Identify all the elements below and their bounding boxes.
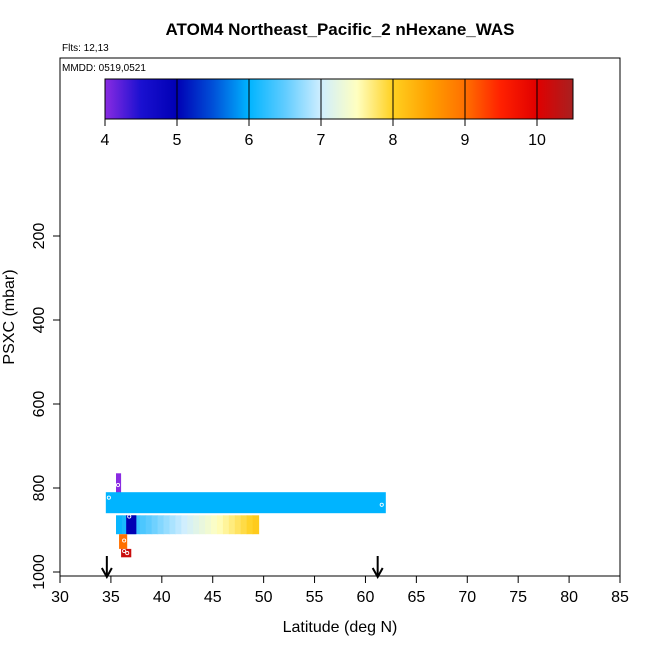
colorbar-tick-label: 8 xyxy=(389,132,398,149)
y-tick-label: 800 xyxy=(31,475,48,502)
band-cell xyxy=(116,515,123,535)
y-axis-label: PSXC (mbar) xyxy=(1,269,18,364)
y-tick-label: 1000 xyxy=(31,554,48,590)
flights-label: Flts: 12,13 xyxy=(62,43,109,54)
colorbar: 4 5 6 7 8 9 10 xyxy=(101,78,574,149)
x-tick-label: 85 xyxy=(611,589,629,606)
band-cell xyxy=(181,515,188,535)
data-band xyxy=(126,515,137,535)
colorbar-tick-label: 7 xyxy=(317,132,326,149)
colorbar-frame xyxy=(104,78,574,120)
x-tick-label: 50 xyxy=(255,589,273,606)
data-band xyxy=(116,515,260,535)
colorbar-tick-label: 5 xyxy=(173,132,182,149)
band-cell xyxy=(193,515,200,535)
band-cell xyxy=(121,548,132,558)
data-points xyxy=(106,483,384,556)
latitude-arrows xyxy=(100,556,384,580)
band-cell xyxy=(205,515,212,535)
band-cell xyxy=(151,515,159,535)
y-tick-label: 600 xyxy=(31,391,48,418)
x-tick-label: 35 xyxy=(102,589,120,606)
colorbar-tick-label: 6 xyxy=(245,132,254,149)
y-axis: 200 400 600 800 1000 xyxy=(31,223,61,590)
x-tick-label: 45 xyxy=(204,589,222,606)
band-cell xyxy=(145,515,153,535)
band-cell xyxy=(105,492,386,514)
band-cell xyxy=(169,515,176,535)
x-axis-label: Latitude (deg N) xyxy=(283,619,398,636)
chart-title: ATOM4 Northeast_Pacific_2 nHexane_WAS xyxy=(166,20,515,39)
band-cell xyxy=(228,515,236,535)
data-point xyxy=(127,514,132,519)
colorbar-tick-label: 10 xyxy=(528,132,546,149)
x-tick-label: 30 xyxy=(51,589,69,606)
colorbar-tick-label: 9 xyxy=(461,132,470,149)
band-cell xyxy=(133,515,141,535)
band-cell xyxy=(139,515,147,535)
colorbar-gradient xyxy=(105,79,573,119)
data-point xyxy=(122,548,127,554)
band-cell xyxy=(246,515,254,535)
data-point xyxy=(115,483,121,488)
x-tick-label: 65 xyxy=(407,589,425,606)
band-cell xyxy=(199,515,206,535)
data-point xyxy=(125,551,130,556)
x-axis: 30 35 40 45 50 55 60 65 70 75 80 85 xyxy=(51,576,629,606)
data-bands xyxy=(105,473,386,558)
band-cell xyxy=(163,515,171,535)
data-point xyxy=(379,502,384,507)
x-tick-label: 70 xyxy=(458,589,476,606)
y-tick-label: 400 xyxy=(31,307,48,334)
latitude-arrow xyxy=(100,556,113,580)
band-cell xyxy=(234,515,242,535)
data-band xyxy=(105,492,386,514)
band-cell xyxy=(211,515,218,535)
x-tick-label: 55 xyxy=(306,589,324,606)
colorbar-tick-labels: 4 5 6 7 8 9 10 xyxy=(101,132,546,149)
x-tick-label: 80 xyxy=(560,589,578,606)
colorbar-tick-label: 4 xyxy=(101,132,110,149)
band-cell xyxy=(222,515,230,535)
x-tick-label: 40 xyxy=(153,589,171,606)
band-cell xyxy=(126,515,137,535)
data-band xyxy=(121,548,132,558)
band-cell xyxy=(121,515,129,535)
band-cell xyxy=(216,515,224,535)
data-point xyxy=(122,538,127,543)
y-tick-label: 200 xyxy=(31,223,48,250)
data-point xyxy=(106,495,111,500)
latitude-arrow xyxy=(371,556,384,580)
band-cell xyxy=(157,515,165,535)
band-cell xyxy=(240,515,248,535)
band-cell xyxy=(175,515,182,535)
band-cell xyxy=(252,515,260,535)
x-tick-label: 60 xyxy=(357,589,375,606)
band-cell xyxy=(187,515,194,535)
x-tick-label: 75 xyxy=(509,589,527,606)
dates-label: MMDD: 0519,0521 xyxy=(62,63,146,74)
